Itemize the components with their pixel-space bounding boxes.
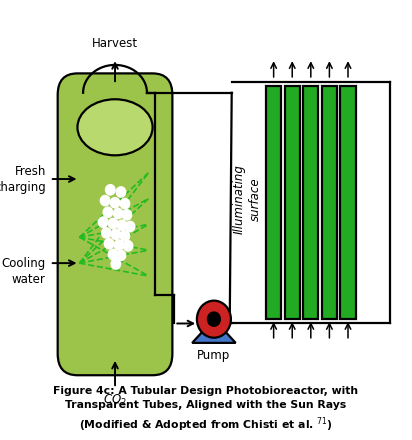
- Circle shape: [111, 229, 121, 239]
- Bar: [340, 86, 356, 319]
- Text: Pump: Pump: [197, 349, 231, 363]
- Circle shape: [105, 185, 115, 195]
- Bar: [285, 86, 300, 319]
- Circle shape: [116, 187, 126, 197]
- Circle shape: [122, 209, 132, 220]
- Circle shape: [108, 249, 118, 260]
- Circle shape: [207, 312, 221, 327]
- Circle shape: [113, 209, 123, 219]
- Bar: [266, 86, 281, 319]
- Circle shape: [103, 207, 112, 217]
- FancyBboxPatch shape: [58, 73, 172, 375]
- Circle shape: [116, 250, 126, 260]
- Text: Fresh
charging: Fresh charging: [0, 165, 46, 194]
- Circle shape: [117, 220, 127, 231]
- Circle shape: [98, 217, 108, 227]
- Text: Cooling
water: Cooling water: [2, 257, 46, 286]
- Circle shape: [104, 238, 114, 249]
- Text: Illuminating
surface: Illuminating surface: [233, 165, 262, 235]
- Circle shape: [120, 198, 130, 209]
- Circle shape: [120, 231, 130, 241]
- Text: $CO_2$: $CO_2$: [103, 392, 127, 407]
- Circle shape: [108, 218, 118, 229]
- Circle shape: [101, 195, 110, 206]
- Polygon shape: [192, 319, 236, 343]
- Circle shape: [102, 228, 111, 238]
- Bar: [303, 86, 318, 319]
- Circle shape: [114, 240, 124, 250]
- Circle shape: [125, 221, 135, 231]
- Text: Harvest: Harvest: [92, 37, 138, 50]
- Text: Figure 4c: A Tubular Design Photobioreactor, with
Transparent Tubes, Aligned wit: Figure 4c: A Tubular Design Photobioreac…: [54, 386, 358, 434]
- Circle shape: [111, 259, 121, 269]
- Bar: [322, 86, 337, 319]
- Circle shape: [123, 241, 133, 251]
- Circle shape: [110, 198, 120, 208]
- Ellipse shape: [77, 99, 152, 155]
- Circle shape: [197, 301, 231, 338]
